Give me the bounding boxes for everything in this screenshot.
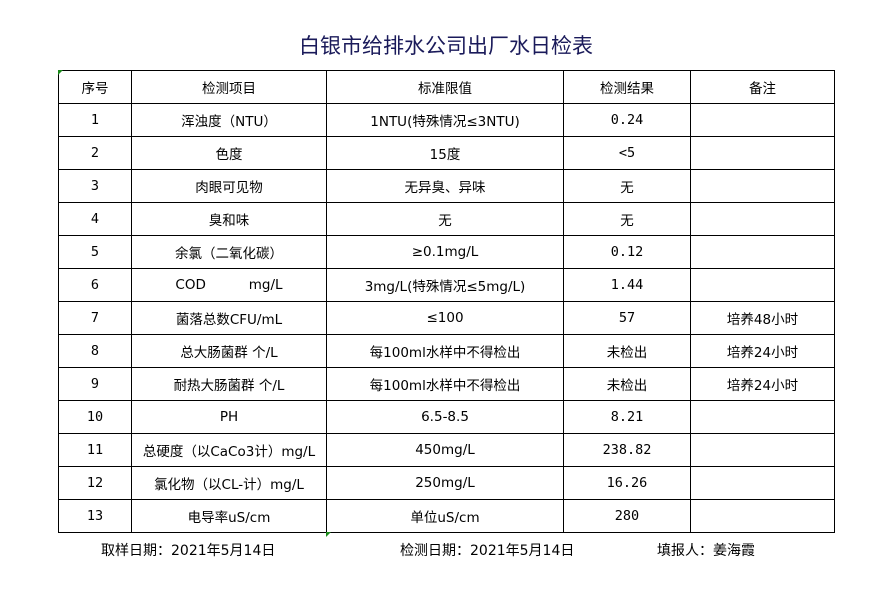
table-row: 3 肉眼可见物 无异臭、异味无	[58, 169, 835, 203]
test-item: 总大肠菌群 个/L	[131, 334, 327, 368]
remark: 培养24小时	[690, 334, 835, 368]
remark	[690, 433, 835, 467]
header-result: 检测结果	[563, 70, 691, 104]
test-item: 浑浊度（NTU）	[131, 103, 327, 137]
standard-limit: 450mg/L	[326, 433, 564, 467]
table-row: 11 总硬度（以CaCo3计）mg/L 450mg/L 238.82	[58, 433, 835, 467]
test-item: 肉眼可见物	[131, 169, 327, 203]
test-result: 未检出	[563, 334, 691, 368]
row-index: 12	[58, 466, 132, 500]
row-index: 4	[58, 202, 132, 236]
row-index: 9	[58, 367, 132, 401]
test-result: 16.26	[563, 466, 691, 500]
remark	[690, 169, 835, 203]
inspection-table: 序号 检测项目 标准限值 检测结果 备注 1 浑浊度（NTU） 1NTU(特殊情况≤…	[58, 70, 835, 533]
standard-limit: 6.5-8.5	[326, 400, 564, 434]
table-row: 10 PH 6.5-8.5 8.21	[58, 400, 835, 434]
standard-limit: 无异臭、异味	[326, 169, 564, 203]
standard-limit: 15度	[326, 136, 564, 170]
standard-limit: 每100ml水样中不得检出	[326, 367, 564, 401]
header-remark: 备注	[690, 70, 835, 104]
row-index: 7	[58, 301, 132, 335]
row-index: 3	[58, 169, 132, 203]
test-item: 菌落总数CFU/mL	[131, 301, 327, 335]
row-index: 2	[58, 136, 132, 170]
test-result: 8.21	[563, 400, 691, 434]
remark	[690, 268, 835, 302]
standard-limit: 每100ml水样中不得检出	[326, 334, 564, 368]
standard-limit: ≥0.1mg/L	[326, 235, 564, 269]
table-header-row: 序号 检测项目 标准限值 检测结果 备注	[58, 70, 835, 104]
test-result: <5	[563, 136, 691, 170]
test-result: 238.82	[563, 433, 691, 467]
remark	[690, 235, 835, 269]
table-row: 2 色度 15度 <5	[58, 136, 835, 170]
remark	[690, 499, 835, 533]
test-item: PH	[131, 400, 327, 434]
remark: 培养48小时	[690, 301, 835, 335]
remark	[690, 136, 835, 170]
remark	[690, 103, 835, 137]
test-item: 臭和味	[131, 202, 327, 236]
test-item: 氯化物（以CL-计）mg/L	[131, 466, 327, 500]
test-item: 总硬度（以CaCo3计）mg/L	[131, 433, 327, 467]
sampling-date: 取样日期：2021年5月14日	[101, 543, 276, 559]
row-index: 1	[58, 103, 132, 137]
remark: 培养24小时	[690, 367, 835, 401]
standard-limit: 250mg/L	[326, 466, 564, 500]
table-row: 8 总大肠菌群 个/L 每100ml水样中不得检出 未检出 培养24小时	[58, 334, 835, 368]
test-result: 0.12	[563, 235, 691, 269]
test-item: COD mg/L	[131, 268, 327, 302]
remark	[690, 202, 835, 236]
cell-marker-icon	[58, 70, 63, 75]
standard-limit: 3mg/L(特殊情况≤5mg/L)	[326, 268, 564, 302]
header-standard: 标准限值	[326, 70, 564, 104]
table-row: 5 余氯（二氧化碳） ≥0.1mg/L 0.12	[58, 235, 835, 269]
test-item: 余氯（二氧化碳）	[131, 235, 327, 269]
row-index: 6	[58, 268, 132, 302]
cell-marker-icon	[326, 532, 331, 537]
filled-by: 填报人：姜海霞	[657, 543, 755, 559]
test-item: 色度	[131, 136, 327, 170]
standard-limit: 无	[326, 202, 564, 236]
test-item: 电导率uS/cm	[131, 499, 327, 533]
test-result: 未检出	[563, 367, 691, 401]
test-result: 57	[563, 301, 691, 335]
table-row: 13 电导率uS/cm 单位uS/cm 280	[58, 499, 835, 533]
table-row: 12 氯化物（以CL-计）mg/L 250mg/L 16.26	[58, 466, 835, 500]
table-row: 4 臭和味无无	[58, 202, 835, 236]
test-date: 检测日期：2021年5月14日	[400, 543, 575, 559]
table-row: 6 COD mg/L 3mg/L(特殊情况≤5mg/L) 1.44	[58, 268, 835, 302]
header-item: 检测项目	[131, 70, 327, 104]
row-index: 5	[58, 235, 132, 269]
standard-limit: 单位uS/cm	[326, 499, 564, 533]
remark	[690, 400, 835, 434]
table-row: 9 耐热大肠菌群 个/L 每100ml水样中不得检出 未检出 培养24小时	[58, 367, 835, 401]
test-result: 无	[563, 202, 691, 236]
header-index: 序号	[58, 70, 132, 104]
test-result: 无	[563, 169, 691, 203]
test-result: 0.24	[563, 103, 691, 137]
standard-limit: 1NTU(特殊情况≤3NTU)	[326, 103, 564, 137]
test-item: 耐热大肠菌群 个/L	[131, 367, 327, 401]
row-index: 13	[58, 499, 132, 533]
row-index: 11	[58, 433, 132, 467]
remark	[690, 466, 835, 500]
standard-limit: ≤100	[326, 301, 564, 335]
row-index: 8	[58, 334, 132, 368]
test-result: 1.44	[563, 268, 691, 302]
row-index: 10	[58, 400, 132, 434]
test-result: 280	[563, 499, 691, 533]
table-row: 1 浑浊度（NTU） 1NTU(特殊情况≤3NTU) 0.24	[58, 103, 835, 137]
page-title: 白银市给排水公司出厂水日检表	[299, 34, 593, 58]
table-row: 7 菌落总数CFU/mL ≤100 57 培养48小时	[58, 301, 835, 335]
